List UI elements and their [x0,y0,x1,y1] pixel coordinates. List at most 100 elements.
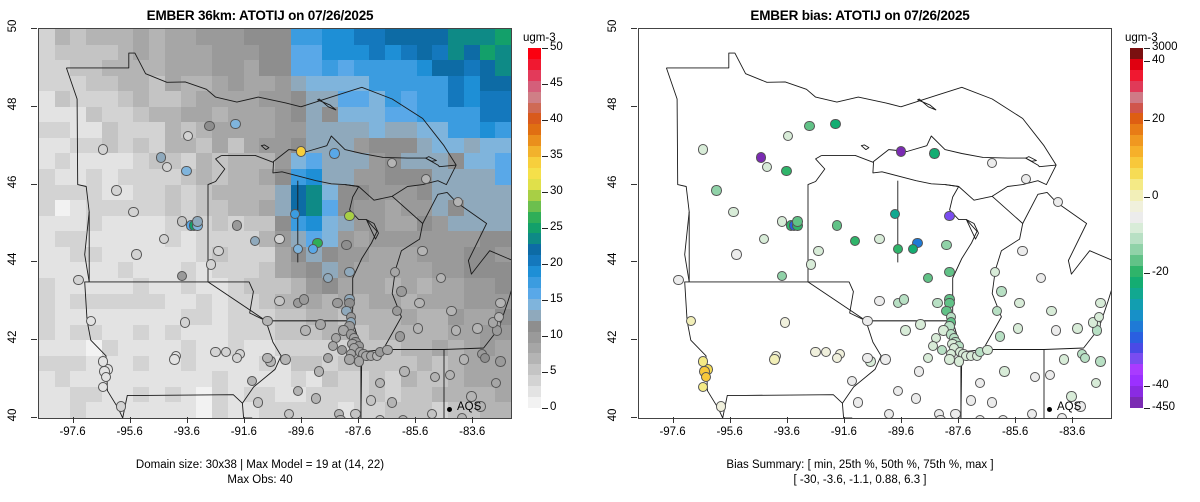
model-grid-cell [196,137,213,155]
model-grid-cell [70,371,87,388]
colorbar-segment [1130,341,1143,354]
model-grid-cell [117,122,134,139]
model-grid-cell [416,29,433,46]
model-grid-cell [479,184,496,201]
model-grid-cell [212,215,229,232]
model-grid-cell [495,106,511,123]
station-marker [155,152,166,163]
colorbar-segment [1130,374,1143,387]
model-grid-cell [259,340,276,357]
colorbar-segment [1130,58,1143,70]
model-grid-cell [196,60,213,77]
right-station-markers [639,29,1111,418]
colorbar-segment [1130,254,1143,267]
station-marker [230,119,241,130]
model-grid-cell [479,60,496,77]
map-boundary-path [66,52,302,108]
model-grid-cell [416,371,433,388]
model-grid-cell [448,293,465,310]
colorbar-tick [542,336,548,337]
model-grid-cell [70,153,87,170]
model-grid-cell [353,106,370,123]
station-marker [821,346,832,358]
station-marker [97,144,109,155]
left-colorbar-gradient [528,48,541,408]
model-grid-cell [353,60,370,77]
model-grid-cell [353,231,370,248]
model-grid-cell [39,184,56,201]
y-axis-tick-label: 42 [7,330,19,344]
model-grid-cell [212,200,229,217]
station-marker [758,233,770,245]
model-grid-cell [70,293,87,310]
colorbar-segment [528,69,541,81]
model-grid-cell [243,246,260,263]
y-axis-tick [31,28,37,29]
model-grid-cell [400,200,418,217]
model-grid-cell [385,29,402,46]
model-grid-cell [495,386,511,404]
model-grid-cell [400,137,418,155]
model-grid-cell [101,324,119,341]
station-marker [1066,391,1077,402]
model-grid-cell [39,215,56,232]
model-grid-cell [432,44,449,61]
station-marker [810,346,821,358]
y-axis-tick [631,339,637,341]
model-grid-cell [70,262,87,279]
model-grid-cell [164,122,182,139]
station-marker [365,395,377,406]
y-axis-tick [31,261,37,263]
colorbar-segment [528,352,541,365]
model-grid-cell [463,75,481,92]
model-grid-cell [133,169,150,186]
x-axis-tick-label: -85.6 [402,426,429,438]
model-grid-cell [400,44,418,61]
model-grid-cell [70,200,87,217]
model-grid-cell [337,277,355,295]
model-grid-cell [117,371,134,388]
model-grid-cell [479,231,496,248]
model-grid-cell [180,60,197,77]
colorbar-tick-label: 30 [550,185,563,197]
model-grid-cell [133,91,150,108]
colorbar-segment [528,363,541,376]
model-grid-cell [337,184,355,201]
model-grid-cell [479,386,496,404]
model-grid-cell [117,340,134,357]
y-axis-tick-label: 44 [607,253,619,266]
model-grid-cell [39,200,56,217]
model-grid-cell [101,402,119,418]
model-grid-cell [353,200,370,217]
model-grid-cell [54,309,72,326]
station-marker [399,366,410,377]
station-marker [915,319,926,330]
model-grid-cell [180,355,197,372]
model-grid-cell [495,137,511,155]
model-grid-cell [86,340,103,357]
model-grid-cell [101,91,119,108]
model-grid-cell [54,215,72,232]
model-grid-cell [275,324,292,341]
map-boundary-path [208,281,282,418]
colorbar-segment [1130,309,1143,321]
model-grid-cell [479,44,496,61]
station-marker [183,130,194,142]
model-grid-cell [243,309,260,326]
station-marker [761,161,773,173]
map-boundary-path [207,155,226,282]
station-marker [953,356,964,367]
model-grid-cell [39,277,56,295]
model-grid-cell [337,60,355,77]
model-grid-cell [290,231,308,248]
model-grid-cell [353,277,370,295]
colorbar-segment [1130,101,1143,114]
model-grid-cell [432,324,449,341]
model-grid-cell [322,246,339,263]
model-grid-cell [400,169,418,186]
station-marker [323,272,334,284]
y-axis-tick [631,261,637,263]
model-grid-cell [86,184,103,201]
model-grid-cell [133,29,150,46]
model-grid-cell [385,137,402,155]
